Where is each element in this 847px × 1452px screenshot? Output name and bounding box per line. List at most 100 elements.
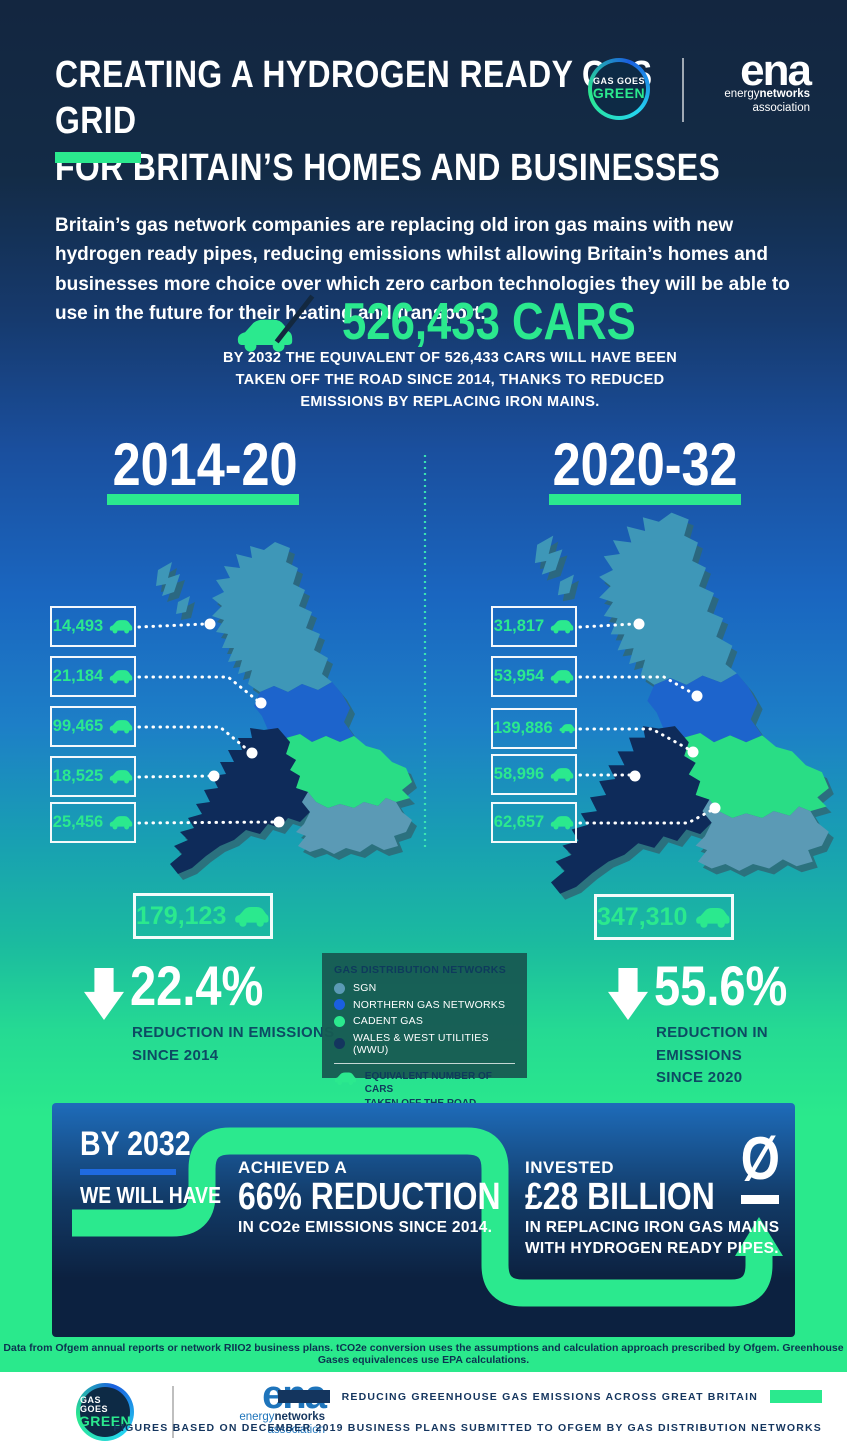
total-value-left: 179,123: [136, 901, 227, 930]
leader-lines-layer: [137, 455, 721, 848]
page-title-line1: CREATING A HYDROGEN READY GAS GRID: [55, 54, 653, 143]
by-2032-text: BY 2032: [80, 1125, 191, 1163]
legend-item-label: NORTHERN GAS NETWORKS: [353, 998, 506, 1011]
accent-dash: [55, 152, 141, 163]
legend-item-cadent: CADENT GAS: [334, 1015, 515, 1027]
legend: GAS DISTRIBUTION NETWORKS SGN NORTHERN G…: [322, 953, 527, 1109]
car-icon: [334, 1071, 357, 1085]
legend-item-label: WALES & WEST UTILITIES (WWU): [353, 1031, 489, 1056]
car-icon: [696, 907, 730, 928]
zero-base-bar: [741, 1195, 779, 1204]
ena-sub-bold: networks: [759, 88, 811, 101]
car-icon: [550, 816, 574, 830]
blue-underline-bar: [80, 1169, 176, 1175]
wwu-dot-icon: [334, 1038, 345, 1049]
achieved-pre-text: ACHIEVED A: [238, 1158, 348, 1177]
ena-sub-regular: energy: [239, 1411, 275, 1424]
label-value: 139,886: [493, 719, 553, 737]
ena-logo-sub2: association: [267, 1424, 325, 1437]
label-box-northern-gas-left: 21,184: [50, 656, 136, 697]
ena-logo: ena energynetworks association: [700, 46, 812, 115]
label-box-sgn-south-left: 25,456: [50, 802, 136, 843]
label-value: 99,465: [52, 717, 104, 735]
legend-title: GAS DISTRIBUTION NETWORKS: [334, 964, 506, 976]
period-left-text: 2014-20: [112, 431, 298, 498]
label-box-cadent-left: 99,465: [50, 706, 136, 747]
reduction-caption-left: REDUCTION IN EMISSIONS SINCE 2014: [132, 1024, 335, 1064]
label-value: 14,493: [52, 617, 104, 635]
invested-pre-text: INVESTED: [525, 1158, 615, 1177]
footer-strip-label: REDUCING GREENHOUSE GAS EMISSIONS ACROSS…: [341, 1390, 758, 1403]
label-box-wwu-left: 18,525: [50, 756, 136, 797]
page-title: CREATING A HYDROGEN READY GAS GRID FOR B…: [55, 52, 847, 191]
period-underline-left: [107, 494, 299, 505]
gas-goes-green-logo-footer: GAS GOES GREEN: [76, 1383, 134, 1441]
cars-callout-value: 526,433 CARS: [342, 293, 637, 351]
car-icon: [550, 620, 574, 634]
car-icon: [235, 906, 269, 927]
ggg-logo-line2: GREEN: [592, 85, 646, 102]
ena-logo-name: ena: [740, 46, 812, 95]
figures-note: FIGURES BASED ON DECEMBER 2019 BUSINESS …: [113, 1422, 822, 1434]
ena-logo-sub2: association: [752, 101, 810, 114]
pipe-up-arrow-icon: [735, 1217, 783, 1256]
label-box-cadent-right: 139,886: [491, 708, 577, 749]
legend-divider: [334, 1062, 515, 1064]
label-box-wwu-right: 58,996: [491, 754, 577, 795]
label-box-sgn-scotland-right: 31,817: [491, 606, 577, 647]
cadent-dot-icon: [334, 1015, 345, 1027]
navy-swatch: [277, 1390, 330, 1403]
ggg-logo-line2: GREEN: [78, 1412, 132, 1429]
car-icon: [109, 720, 133, 734]
label-value: 18,525: [52, 767, 104, 785]
label-value: 21,184: [52, 667, 104, 685]
label-box-sgn-scotland-left: 14,493: [50, 606, 136, 647]
ggg-logo-line1: GAS GOES: [80, 1394, 109, 1414]
zero-glyph: Ø: [740, 1125, 780, 1192]
ena-logo-sub: energynetworks: [205, 1411, 325, 1424]
pipe-graphic: [72, 1127, 783, 1307]
car-icon: [109, 620, 133, 634]
label-value: 58,996: [493, 765, 545, 783]
footer-strip-line: REDUCING GREENHOUSE GAS EMISSIONS ACROSS…: [262, 1390, 822, 1403]
reduction-pct-left-text: 22.4%: [130, 954, 264, 1017]
cars-callout: 526,433 CARS: [0, 292, 847, 355]
label-box-sgn-south-right: 62,657: [491, 802, 577, 843]
sgn-dot-icon: [334, 982, 345, 994]
legend-item-label: SGN: [353, 982, 377, 994]
car-icon: [550, 768, 574, 782]
total-box-right: 347,310: [594, 894, 734, 940]
legend-item-sgn: SGN: [334, 982, 515, 994]
reduction-pct-right: 55.6%: [654, 958, 813, 1014]
net-zero-symbol: Ø: [736, 1129, 784, 1189]
period-underline-right: [549, 494, 741, 505]
label-value: 31,817: [493, 617, 545, 635]
legend-item-northern-gas: NORTHERN GAS NETWORKS: [334, 999, 515, 1011]
ena-logo-footer: ena energynetworks association: [205, 1375, 327, 1438]
green-swatch: [770, 1390, 822, 1403]
car-icon: [109, 670, 133, 684]
we-will-have-text: WE WILL HAVE: [80, 1182, 221, 1208]
invested-big-text: £28 BILLION: [525, 1176, 715, 1218]
achieved-big-text: 66% REDUCTION: [238, 1176, 501, 1218]
reduction-pct-left: 22.4%: [130, 958, 289, 1014]
invested-post-text: IN REPLACING IRON GAS MAINS WITH HYDROGE…: [525, 1218, 780, 1257]
northern-gas-dot-icon: [334, 999, 345, 1010]
period-right-text: 2020-32: [552, 431, 738, 498]
cars-callout-caption: BY 2032 THE EQUIVALENT OF 526,433 CARS W…: [223, 350, 677, 410]
total-box-left: 179,123: [133, 893, 273, 939]
label-value: 53,954: [493, 667, 545, 685]
gas-goes-green-logo: GAS GOES GREEN: [588, 58, 650, 120]
label-box-northern-gas-right: 53,954: [491, 656, 577, 697]
invested-block: INVESTED £28 BILLION IN REPLACING IRON G…: [525, 1158, 779, 1260]
legend-item-wwu: WALES & WEST UTILITIES (WWU): [334, 1032, 515, 1056]
by-2032-banner: BY 2032 WE WILL HAVE ACHIEVED A 66% REDU…: [52, 1103, 795, 1337]
ena-logo-sub: energynetworks: [700, 88, 810, 101]
label-value: 62,657: [493, 813, 545, 831]
car-icon: [550, 670, 574, 684]
period-heading-right: 2020-32: [525, 430, 765, 499]
ena-sub-bold: networks: [274, 1411, 326, 1424]
footer-logo-divider: [172, 1386, 174, 1438]
data-source-footnote: Data from Ofgem annual reports or networ…: [3, 1342, 844, 1366]
